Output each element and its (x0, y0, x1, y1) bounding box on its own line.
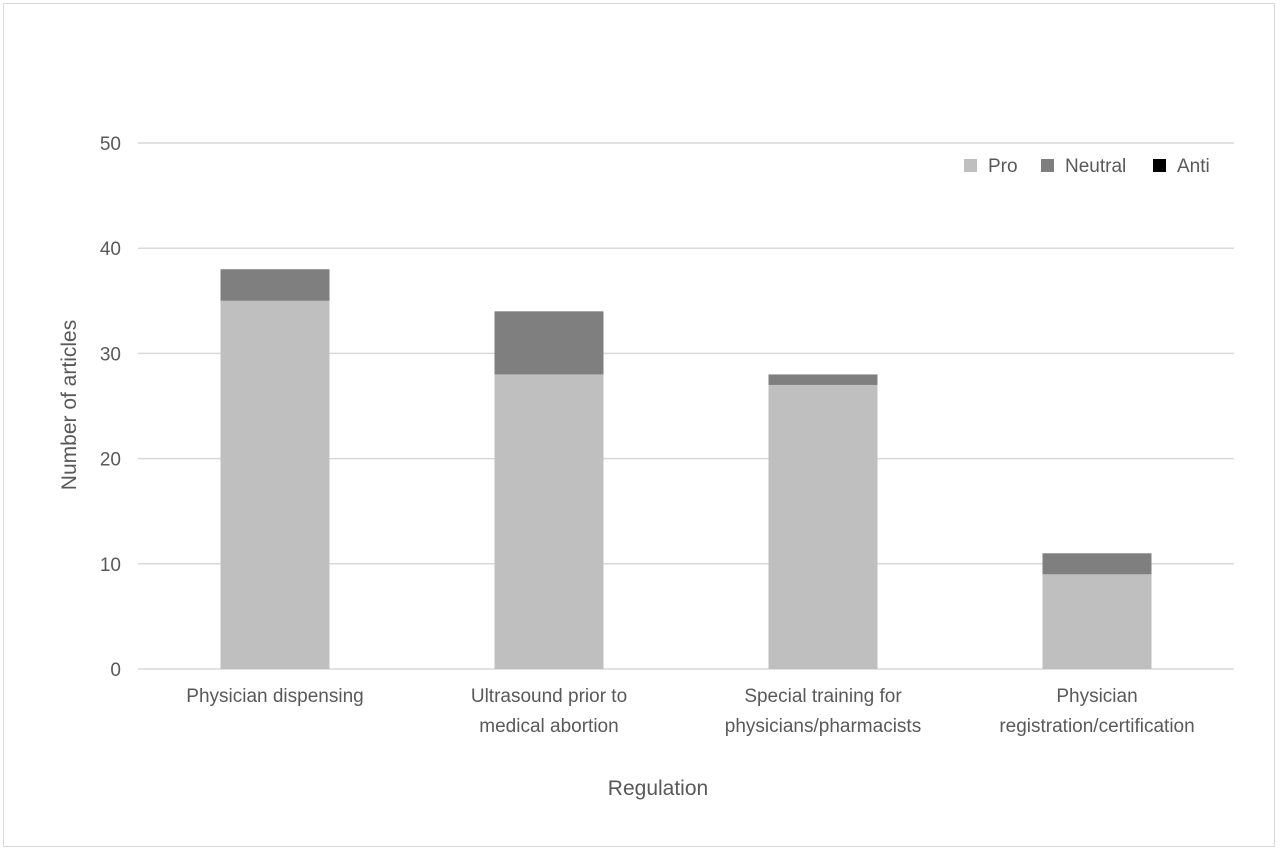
x-category-label: Special training for (744, 686, 902, 707)
chart-frame: 0 10 20 30 40 50 Physician dispensing Ultrasou… (3, 3, 1275, 847)
legend-label-neutral: Neutral (1065, 156, 1126, 177)
legend-label-pro: Pro (988, 156, 1018, 177)
y-tick-label: 50 (100, 134, 121, 155)
x-category-labels: Physician dispensing Ultrasound prior to m… (186, 686, 1194, 737)
bar-neutral-3 (1042, 553, 1152, 575)
bar-pro-0 (220, 300, 330, 669)
bar-neutral-2 (768, 374, 878, 385)
legend-swatch-anti (1153, 159, 1166, 172)
bar-neutral-0 (220, 269, 330, 301)
y-tick-label: 40 (100, 239, 121, 260)
y-tick-label: 10 (100, 555, 121, 576)
x-axis-title: Regulation (608, 777, 708, 800)
y-tick-label: 30 (100, 344, 121, 365)
x-category-label: Physician (1056, 686, 1137, 707)
x-category-label: registration/certification (999, 716, 1194, 737)
bar-neutral-1 (494, 311, 604, 375)
legend-label-anti: Anti (1177, 156, 1210, 177)
x-category-label: medical abortion (479, 716, 618, 737)
bars (220, 269, 1152, 669)
legend: Pro Neutral Anti (964, 156, 1210, 177)
legend-swatch-neutral (1041, 159, 1054, 172)
stacked-bar-chart: 0 10 20 30 40 50 Physician dispensing Ultrasou… (58, 134, 1234, 800)
bar-pro-1 (494, 374, 604, 669)
y-tick-label: 20 (100, 450, 121, 471)
y-tick-labels: 0 10 20 30 40 50 (100, 134, 121, 681)
x-category-label: physicians/pharmacists (725, 716, 921, 737)
legend-swatch-pro (964, 159, 977, 172)
x-category-label: Ultrasound prior to (471, 686, 627, 707)
y-axis-title: Number of articles (58, 320, 81, 490)
bar-pro-2 (768, 384, 878, 669)
bar-pro-3 (1042, 574, 1152, 669)
y-tick-label: 0 (110, 660, 121, 681)
x-category-label: Physician dispensing (186, 686, 363, 707)
